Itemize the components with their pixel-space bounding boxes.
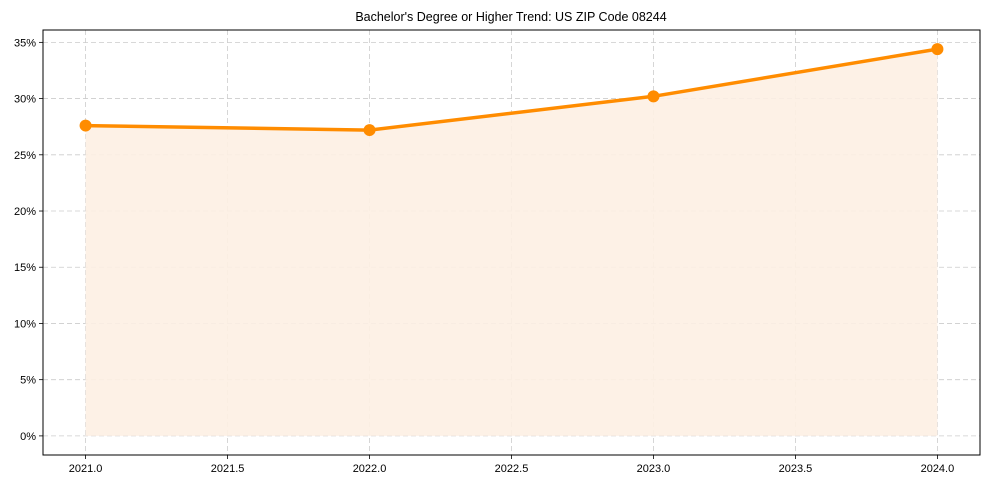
y-tick-label: 25% — [14, 150, 36, 162]
data-markers — [79, 43, 944, 137]
y-tick-label: 0% — [20, 431, 36, 443]
data-point-marker — [363, 124, 376, 137]
x-tick-label: 2023.5 — [779, 463, 813, 475]
x-axis-ticks: 2021.0 2021.5 2022.0 2022.5 2023.0 2023.5 2024… — [69, 455, 954, 475]
y-tick-label: 15% — [14, 262, 36, 274]
y-tick-label: 30% — [14, 94, 36, 106]
y-tick-label: 20% — [14, 206, 36, 218]
y-axis-ticks: 0% 5% 10% 15% 20% 25% 30% 35% — [14, 37, 43, 443]
x-tick-label: 2022.0 — [353, 463, 387, 475]
data-point-marker — [931, 43, 944, 56]
x-tick-label: 2021.0 — [69, 463, 103, 475]
data-line — [85, 47, 938, 132]
x-tick-label: 2023.0 — [637, 463, 671, 475]
chart-title: Bachelor's Degree or Higher Trend: US ZI… — [355, 10, 666, 24]
y-tick-label: 5% — [20, 375, 36, 387]
data-point-marker — [79, 119, 92, 132]
x-tick-label: 2022.5 — [495, 463, 529, 475]
x-tick-label: 2024.0 — [921, 463, 955, 475]
x-tick-label: 2021.5 — [211, 463, 245, 475]
y-tick-label: 35% — [14, 37, 36, 49]
area-fill — [85, 49, 938, 436]
y-tick-label: 10% — [14, 318, 36, 330]
data-point-marker — [647, 90, 660, 103]
